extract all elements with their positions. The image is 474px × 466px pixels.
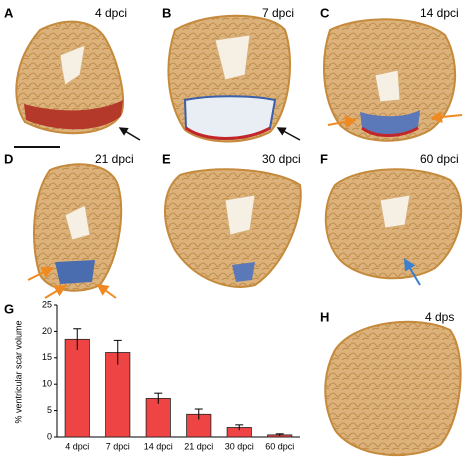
bar bbox=[145, 398, 171, 438]
x-tick-label: 14 dpci bbox=[144, 441, 173, 451]
lumen bbox=[59, 44, 86, 86]
scar bbox=[24, 100, 123, 130]
arrow bbox=[44, 284, 67, 299]
panel-d bbox=[27, 163, 123, 299]
y-tick-label: 0 bbox=[47, 431, 52, 441]
panel-label: 21 dpci bbox=[95, 152, 134, 166]
scar-edge bbox=[185, 126, 271, 140]
panel-letter: H bbox=[320, 309, 329, 324]
panel-f bbox=[324, 168, 463, 286]
panel-letter: B bbox=[162, 5, 171, 20]
lumen bbox=[374, 69, 401, 103]
panel-letter: E bbox=[162, 151, 171, 166]
x-tick-label: 60 dpci bbox=[265, 441, 294, 451]
panel-letter: A bbox=[4, 5, 14, 20]
y-tick-label: 5 bbox=[47, 405, 52, 415]
arrow bbox=[430, 111, 463, 123]
arrow bbox=[276, 127, 301, 141]
panel-e bbox=[164, 168, 302, 288]
panel-c bbox=[323, 18, 463, 142]
panel-label: 4 dpci bbox=[95, 6, 127, 20]
bar bbox=[105, 352, 131, 438]
panel-a bbox=[14, 20, 141, 148]
heart-section bbox=[324, 320, 462, 457]
y-tick-label: 20 bbox=[42, 326, 52, 336]
panel-label: 30 dpci bbox=[262, 152, 301, 166]
scar bbox=[360, 110, 420, 136]
scar bbox=[232, 262, 255, 282]
panel-h bbox=[324, 320, 462, 457]
panel-label: 7 dpci bbox=[262, 6, 294, 20]
y-tick-label: 25 bbox=[42, 299, 52, 309]
panel-letter: F bbox=[320, 151, 328, 166]
panel-letter: D bbox=[4, 151, 13, 166]
lumen bbox=[224, 194, 256, 236]
scar-edge bbox=[361, 126, 419, 137]
lumen bbox=[64, 204, 91, 241]
x-tick-label: 7 dpci bbox=[106, 441, 130, 451]
y-axis-label: % ventricular scar volume bbox=[13, 320, 23, 423]
panel-letter: C bbox=[320, 5, 330, 20]
panel-label: 4 dps bbox=[425, 310, 454, 324]
arrow bbox=[403, 258, 421, 286]
arrow bbox=[327, 115, 357, 128]
panel-label: 14 dpci bbox=[420, 6, 459, 20]
arrow bbox=[96, 283, 117, 299]
arrow bbox=[118, 127, 141, 141]
lumen bbox=[379, 194, 411, 229]
panel-b bbox=[167, 14, 301, 143]
panel-label: 60 dpci bbox=[420, 152, 459, 166]
panel-letter: G bbox=[4, 301, 14, 316]
x-tick-label: 4 dpci bbox=[65, 441, 89, 451]
x-tick-label: 30 dpci bbox=[225, 441, 254, 451]
scar bbox=[55, 260, 95, 284]
bar bbox=[64, 338, 90, 438]
y-tick-label: 15 bbox=[42, 352, 52, 362]
y-tick-label: 10 bbox=[42, 379, 52, 389]
lumen bbox=[214, 34, 251, 81]
arrow bbox=[27, 267, 54, 281]
x-tick-label: 21 dpci bbox=[184, 441, 213, 451]
